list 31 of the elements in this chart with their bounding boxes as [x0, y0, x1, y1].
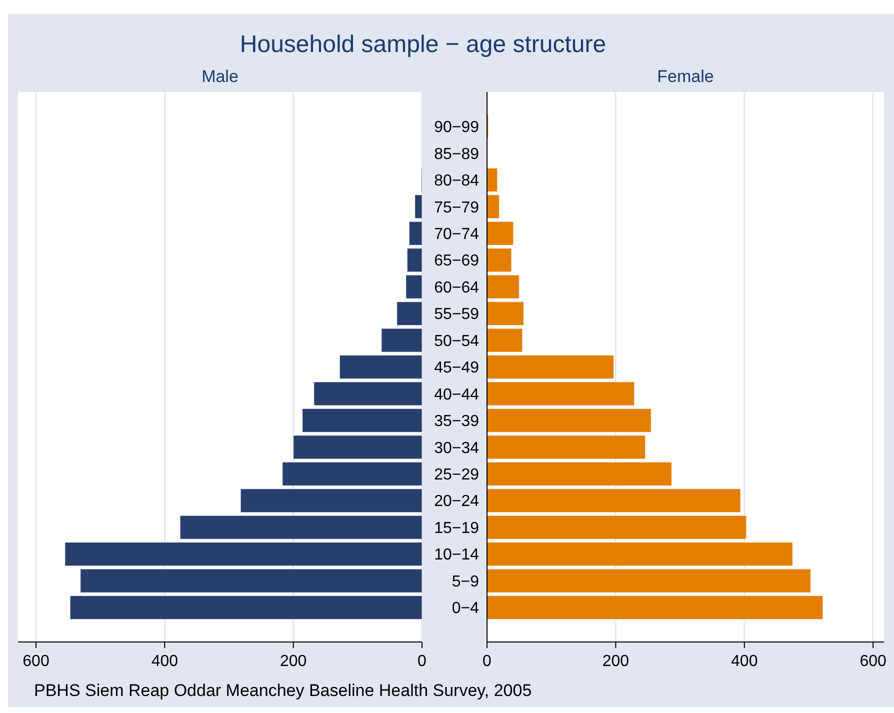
- x-tick-label: 600: [22, 653, 50, 670]
- y-tick-label: 50−54: [434, 332, 480, 350]
- chart-subtitle: Male: [202, 67, 238, 86]
- text: PBHS Siem Reap Oddar Meanchey Baseline Health Survey, 2005: [34, 681, 532, 700]
- y-tick-label: 0−4: [452, 600, 480, 618]
- y-tick-label: 15−19: [434, 520, 480, 537]
- y-tick-label: 10−14: [434, 546, 480, 564]
- y-tick-label: 45−49: [434, 360, 480, 377]
- y-tick-label: 20−24: [434, 493, 480, 510]
- y-tick-label: 60−64: [434, 279, 480, 296]
- y-tick-label: 55−59: [434, 306, 480, 324]
- y-tick-label: 40−44: [434, 386, 480, 404]
- y-tick-label: 90−99: [434, 119, 480, 136]
- chart-title: Household sample − age structure: [240, 31, 606, 58]
- y-tick-label: 65−69: [434, 252, 480, 270]
- x-tick-label: 400: [151, 653, 178, 670]
- x-tick-label: 600: [860, 653, 887, 670]
- x-tick-label: 200: [280, 653, 307, 670]
- y-tick-label: 30−34: [434, 440, 480, 457]
- chart-subtitle: Female: [657, 67, 714, 86]
- y-tick-label: 70−74: [434, 226, 480, 243]
- x-tick-label: 0: [482, 653, 492, 670]
- y-tick-label: 80−84: [434, 172, 480, 190]
- y-tick-label: 35−39: [434, 413, 480, 430]
- y-tick-label: 5−9: [452, 573, 480, 590]
- y-tick-label: 25−29: [434, 466, 480, 484]
- y-tick-label: 75−79: [434, 199, 480, 216]
- y-tick-label: 85−89: [434, 146, 480, 163]
- x-tick-label: 400: [731, 653, 758, 670]
- x-tick-label: 200: [602, 653, 630, 670]
- x-tick-label: 0: [418, 653, 427, 670]
